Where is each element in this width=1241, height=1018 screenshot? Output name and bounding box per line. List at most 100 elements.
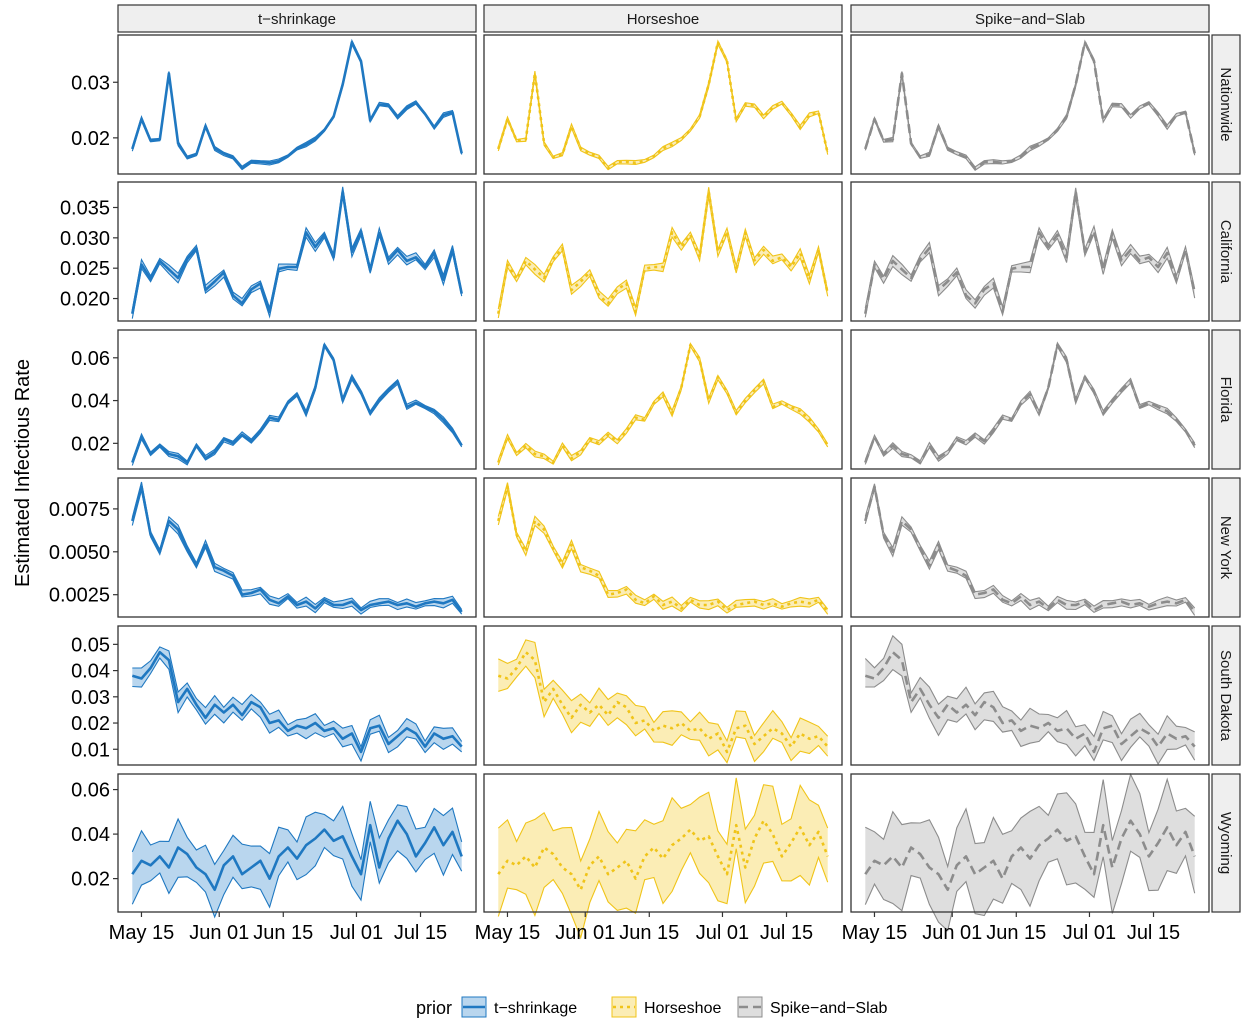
panel-border (850, 181, 1210, 322)
column-strip (483, 4, 843, 33)
panel-border (850, 477, 1210, 618)
row-strips: Nationwide California Florida New York South… (1211, 34, 1241, 913)
y-axes: 0.02 0.03 0.020 0.025 0.030 0.035 0.02 0.04 0.06… (49, 72, 118, 891)
panel (850, 625, 1210, 766)
series-line (131, 650, 463, 754)
row-strip (1211, 773, 1241, 913)
panel-border (850, 329, 1210, 470)
row-strip-label: New York (1217, 516, 1234, 580)
x-tick-label: Jun 01 (922, 922, 982, 944)
y-tick-label: 0.04 (71, 661, 110, 683)
credible-band (865, 342, 1195, 465)
legend-label: Horseshoe (644, 1000, 721, 1017)
y-tick-label: 0.025 (60, 258, 110, 280)
y-tick-label: 0.0075 (49, 499, 110, 521)
credible-band (865, 635, 1195, 764)
band-lower-line (132, 657, 463, 763)
panel-border (117, 773, 477, 913)
series-line (131, 485, 463, 613)
legend: prior t−shrinkage Horseshoe Spike−and−Slab (416, 996, 888, 1018)
band-upper-line (497, 187, 829, 310)
panel (483, 34, 843, 175)
band-upper-line (131, 801, 463, 866)
panel-border (117, 181, 477, 322)
panel-background (851, 330, 1209, 469)
band-lower-line (864, 345, 1196, 465)
x-tick-label: May 15 (842, 922, 908, 944)
y-tick-label: 0.03 (71, 687, 110, 709)
x-tick-label: Jun 15 (986, 922, 1046, 944)
band-upper-line (864, 187, 1196, 309)
row-strip-label: Wyoming (1217, 812, 1234, 874)
panel (850, 772, 1210, 932)
row-strip-label: South Dakota (1217, 650, 1234, 742)
panel (117, 773, 477, 919)
row-strip (1211, 181, 1241, 322)
panel-border (483, 181, 843, 322)
legend-label: Spike−and−Slab (770, 1000, 888, 1017)
y-tick-label: 0.04 (71, 391, 110, 413)
band-upper-line (497, 482, 829, 610)
panel (850, 34, 1210, 175)
column-strip (117, 4, 477, 33)
credible-band (498, 777, 828, 938)
y-tick-label: 0.03 (71, 72, 110, 94)
panel (850, 477, 1210, 618)
series-line (497, 650, 829, 754)
legend-key (611, 996, 637, 1018)
series-line (864, 485, 1196, 613)
series-line (497, 343, 829, 464)
panel (117, 181, 477, 322)
legend-title: prior (416, 998, 452, 1018)
panel-background (118, 478, 476, 617)
panel (483, 477, 843, 618)
column-strip-label: Spike−and−Slab (975, 11, 1085, 28)
panel-border (483, 34, 843, 175)
column-strip-label: Horseshoe (627, 11, 700, 28)
x-tick-label: Jun 01 (555, 922, 615, 944)
credible-band (498, 187, 828, 318)
y-tick-label: 0.0025 (49, 585, 110, 607)
panel (850, 181, 1210, 322)
row-strip (1211, 477, 1241, 618)
y-tick-label: 0.01 (71, 739, 110, 761)
series-line (864, 40, 1196, 170)
row-strip-label: Nationwide (1217, 67, 1234, 141)
row-strip (1211, 34, 1241, 175)
band-upper-line (132, 646, 463, 749)
credible-band (865, 774, 1195, 931)
panel-background (118, 330, 476, 469)
panel-background (118, 182, 476, 321)
y-tick-label: 0.02 (71, 128, 110, 150)
panel-border (483, 773, 843, 913)
legend-label: t−shrinkage (494, 1000, 577, 1017)
panel-background (851, 182, 1209, 321)
x-tick-label: May 15 (109, 922, 175, 944)
column-strips: t−shrinkage Horseshoe Spike−and−Slab (117, 4, 1210, 33)
band-upper-line (498, 639, 829, 743)
panel-border (483, 477, 843, 618)
x-tick-label: Jul 15 (1127, 922, 1180, 944)
series-line (864, 650, 1196, 754)
column-strip-label: t−shrinkage (258, 11, 336, 28)
y-tick-label: 0.02 (71, 869, 110, 891)
series-line (131, 819, 463, 892)
panel (483, 181, 843, 322)
panel-background (484, 478, 842, 617)
band-lower-line (131, 195, 463, 319)
y-tick-label: 0.02 (71, 713, 110, 735)
x-tick-label: May 15 (475, 922, 541, 944)
y-tick-label: 0.030 (60, 228, 110, 250)
legend-key (737, 996, 763, 1018)
column-strip (850, 4, 1210, 33)
y-axis-title: Estimated Infectious Rate (12, 359, 34, 587)
series-line (864, 343, 1196, 464)
series-line (497, 485, 829, 613)
credible-band (498, 482, 828, 615)
row-strip (1211, 625, 1241, 766)
y-tick-label: 0.06 (71, 348, 110, 370)
band-upper-line (864, 634, 1195, 738)
x-tick-label: Jun 01 (189, 922, 249, 944)
band-lower-line (131, 841, 463, 919)
panel-background (484, 330, 842, 469)
